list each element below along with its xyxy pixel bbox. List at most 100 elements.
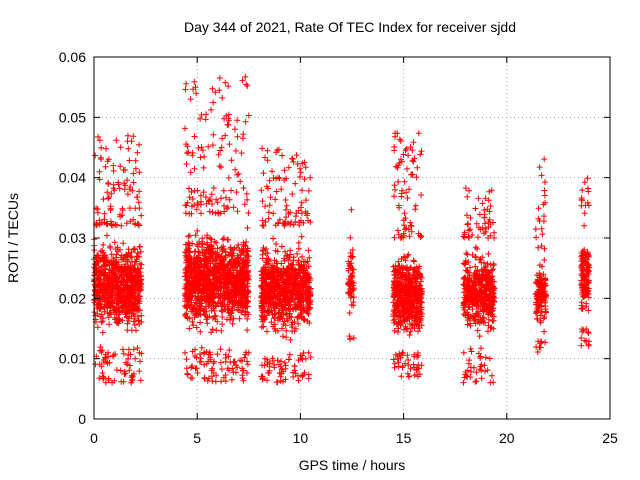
- data-point: [283, 206, 289, 213]
- data-point: [192, 232, 199, 239]
- data-point: [298, 265, 305, 272]
- data-point: [293, 152, 300, 159]
- data-point: [406, 332, 413, 338]
- data-point: [205, 253, 212, 260]
- data-point: [271, 307, 278, 314]
- data-point: [104, 294, 111, 301]
- data-point: [194, 200, 201, 207]
- data-point: [203, 111, 210, 118]
- data-point: [132, 165, 139, 172]
- data-point: [183, 202, 190, 209]
- data-point: [132, 303, 139, 310]
- data-point: [225, 286, 231, 293]
- data-point: [238, 358, 245, 365]
- data-point: [100, 196, 107, 203]
- data-point: [472, 244, 479, 251]
- data-point: [115, 311, 122, 318]
- data-point: [184, 199, 191, 206]
- data-point: [109, 222, 116, 229]
- data-point: [289, 191, 296, 197]
- data-point: [136, 271, 143, 278]
- data-point: [282, 197, 289, 203]
- data-point: [299, 352, 306, 359]
- data-point: [118, 252, 125, 259]
- data-point: [114, 295, 121, 302]
- data-point: [410, 139, 417, 146]
- data-point: [109, 261, 116, 267]
- data-point: [104, 158, 111, 165]
- data-point: [260, 170, 267, 177]
- data-point: [283, 202, 290, 209]
- data-point: [118, 307, 125, 314]
- data-point: [266, 308, 273, 315]
- data-point: [404, 195, 411, 201]
- data-point: [216, 87, 223, 94]
- data-point: [304, 292, 311, 298]
- data-point: [578, 342, 585, 349]
- data-point: [203, 316, 210, 323]
- data-point: [181, 302, 188, 309]
- data-point: [113, 319, 120, 326]
- data-point: [469, 232, 476, 238]
- data-point: [472, 205, 479, 212]
- data-point: [100, 375, 106, 382]
- data-point: [297, 307, 304, 314]
- data-point: [106, 194, 112, 201]
- data-point: [107, 309, 114, 316]
- data-point: [130, 179, 137, 186]
- data-point: [541, 245, 548, 252]
- data-point: [584, 175, 591, 182]
- data-point: [347, 234, 354, 241]
- data-point: [348, 206, 355, 213]
- data-point: [579, 187, 586, 194]
- data-point: [262, 355, 268, 362]
- data-point: [96, 137, 103, 144]
- data-point: [271, 321, 278, 328]
- data-point: [259, 145, 266, 152]
- data-point: [234, 260, 241, 267]
- data-point: [129, 372, 135, 379]
- data-point: [412, 202, 419, 209]
- data-point: [197, 154, 204, 161]
- data-point: [283, 252, 290, 259]
- data-point: [541, 192, 548, 199]
- data-point: [199, 276, 205, 283]
- data-point: [117, 367, 124, 374]
- data-point: [218, 144, 225, 151]
- data-point: [218, 366, 225, 373]
- data-point: [193, 354, 200, 361]
- data-point: [242, 73, 249, 80]
- data-point: [285, 302, 292, 309]
- data-point: [210, 131, 217, 138]
- data-point: [288, 295, 295, 302]
- data-point: [269, 298, 276, 305]
- data-point: [111, 377, 118, 384]
- data-point: [197, 328, 204, 335]
- data-point: [193, 299, 199, 306]
- data-point: [185, 149, 192, 156]
- data-point: [134, 149, 141, 156]
- data-point: [303, 277, 310, 284]
- data-point: [119, 212, 126, 219]
- data-point: [239, 77, 246, 84]
- data-point: [184, 150, 190, 157]
- data-point: [138, 261, 145, 268]
- data-point: [185, 233, 192, 240]
- data-point: [401, 210, 408, 217]
- data-point: [232, 166, 239, 173]
- data-point: [304, 270, 311, 277]
- data-point: [273, 149, 280, 156]
- data-point: [197, 201, 204, 208]
- data-point: [265, 215, 272, 222]
- data-point: [191, 78, 198, 85]
- data-point: [228, 157, 235, 164]
- x-tick-label: 5: [193, 430, 201, 446]
- data-point: [105, 314, 112, 321]
- data-point: [133, 256, 140, 263]
- data-point: [279, 325, 285, 332]
- data-point: [303, 308, 309, 315]
- data-point: [192, 265, 199, 272]
- data-point: [268, 272, 274, 279]
- data-point: [217, 147, 224, 154]
- x-tick-labels: 0 5 10 15 20 25: [90, 430, 618, 446]
